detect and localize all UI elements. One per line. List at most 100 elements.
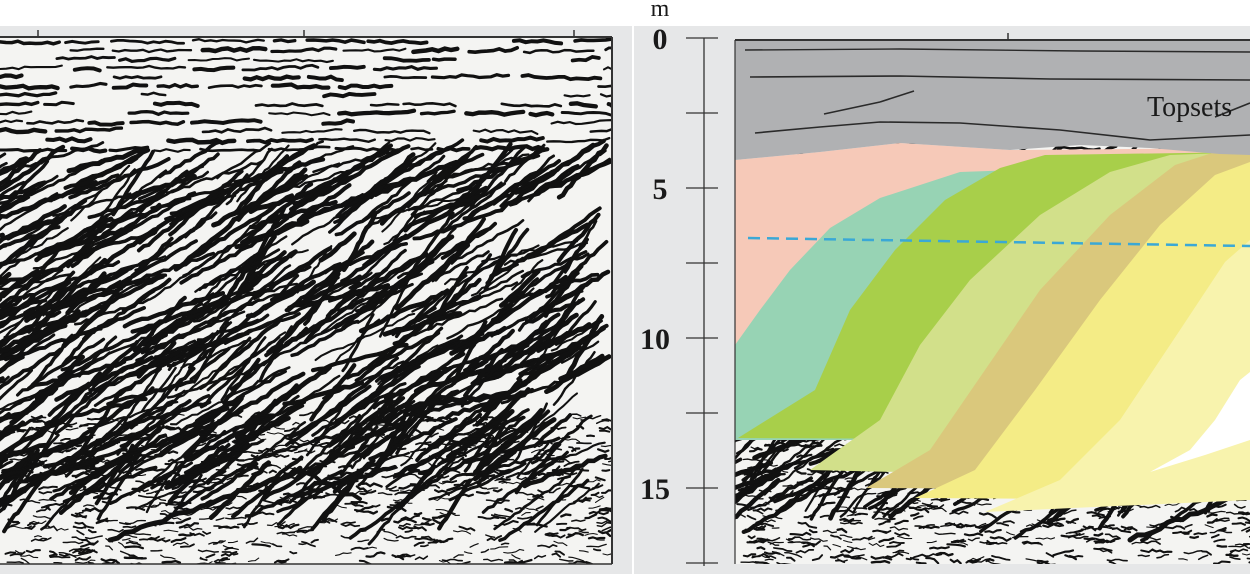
seismic-reflector	[1206, 513, 1218, 518]
seismic-reflector	[1012, 535, 1029, 539]
seismic-reflector	[395, 535, 417, 539]
seismic-reflector	[110, 39, 185, 45]
seismic-reflector	[463, 347, 504, 398]
seismic-reflector	[43, 502, 65, 508]
seismic-reflector	[404, 529, 413, 533]
seismic-reflector	[480, 433, 495, 438]
seismic-reflector	[518, 326, 606, 376]
seismic-reflector	[394, 501, 405, 507]
seismic-reflector	[321, 118, 356, 126]
seismic-reflector	[299, 439, 321, 444]
seismic-reflector	[106, 64, 187, 70]
seismic-reflector	[785, 538, 794, 543]
seismic-reflector	[1245, 528, 1250, 533]
seismic-reflector	[886, 517, 896, 523]
seismic-reflector	[1148, 536, 1161, 541]
seismic-reflector	[38, 498, 57, 502]
seismic-reflector	[897, 535, 913, 540]
seismic-reflector	[357, 539, 370, 543]
seismic-reflector	[0, 189, 37, 215]
seismic-reflector	[440, 435, 453, 439]
seismic-reflector	[585, 561, 595, 564]
seismic-reflector	[606, 521, 612, 525]
seismic-reflector	[477, 485, 488, 490]
seismic-reflector	[562, 314, 605, 381]
seismic-reflector	[850, 556, 868, 561]
seismic-reflector	[198, 248, 281, 292]
seismic-reflector	[839, 534, 853, 539]
seismic-reflector	[1174, 506, 1186, 513]
seismic-reflector	[433, 497, 453, 501]
seismic-reflector	[589, 127, 612, 133]
seismic-reflector	[183, 511, 196, 516]
seismic-reflector	[124, 545, 145, 550]
depth-tick-label-5: 5	[653, 173, 668, 206]
seismic-reflector	[843, 539, 853, 544]
seismic-reflector	[1213, 560, 1231, 564]
seismic-reflector	[1040, 521, 1063, 526]
seismic-reflector	[152, 100, 200, 108]
seismic-reflector	[340, 430, 351, 435]
seismic-reflector	[254, 102, 324, 108]
seismic-reflector	[74, 556, 92, 562]
seismic-reflector	[125, 541, 142, 547]
seismic-reflector	[0, 468, 25, 490]
seismic-reflector	[537, 544, 558, 549]
seismic-reflector	[0, 347, 63, 390]
seismic-reflector	[441, 558, 464, 562]
seismic-reflector	[450, 219, 525, 265]
seismic-reflector	[0, 268, 41, 300]
seismic-reflector	[71, 536, 88, 541]
seismic-reflector	[195, 369, 287, 423]
seismic-reflector	[368, 417, 458, 461]
seismic-reflector	[760, 522, 775, 528]
seismic-reflector	[57, 527, 69, 531]
seismic-reflector	[209, 464, 221, 467]
seismic-reflector	[402, 364, 463, 426]
seismic-reflector	[37, 224, 136, 258]
seismic-reflector	[812, 441, 823, 447]
seismic-reflector	[106, 379, 194, 406]
seismic-reflector	[487, 487, 499, 490]
seismic-reflector	[43, 100, 75, 107]
seismic-reflector	[253, 431, 266, 436]
seismic-reflector	[512, 527, 522, 533]
seismic-reflector	[758, 462, 778, 467]
seismic-reflector	[258, 485, 269, 493]
seismic-reflector	[92, 494, 113, 500]
seismic-reflector	[298, 542, 307, 546]
seismic-reflector	[414, 413, 432, 419]
seismic-reflector	[241, 160, 283, 210]
seismic-reflector	[268, 469, 277, 474]
seismic-reflector	[800, 541, 815, 548]
seismic-reflector	[832, 543, 842, 548]
seismic-reflector	[439, 512, 460, 516]
seismic-reflector	[282, 482, 293, 489]
seismic-reflector	[236, 144, 290, 203]
seismic-reflector	[403, 433, 414, 436]
seismic-reflector	[1244, 521, 1250, 525]
seismic-reflector	[1140, 548, 1154, 554]
seismic-reflector	[94, 168, 136, 226]
seismic-reflector	[560, 513, 572, 518]
seismic-reflector	[894, 519, 909, 526]
seismic-reflector	[198, 517, 210, 520]
seismic-reflector	[253, 420, 265, 426]
seismic-reflector	[408, 297, 504, 338]
seismic-reflector	[552, 350, 596, 406]
seismic-reflector	[1204, 524, 1214, 529]
seismic-reflector	[49, 476, 93, 501]
seismic-reflector	[153, 148, 191, 153]
seismic-reflector	[596, 448, 610, 453]
seismic-reflector	[600, 489, 612, 494]
seismic-reflector	[284, 465, 294, 470]
seismic-reflector	[0, 397, 28, 415]
seismic-reflector	[45, 136, 93, 144]
seismic-reflector	[151, 449, 160, 454]
seismic-reflector	[1103, 506, 1120, 511]
seismic-reflector	[830, 534, 842, 540]
seismic-reflector	[241, 521, 258, 527]
seismic-reflector	[337, 108, 417, 117]
seismic-reflector	[296, 274, 363, 306]
seismic-reflector	[442, 466, 457, 472]
